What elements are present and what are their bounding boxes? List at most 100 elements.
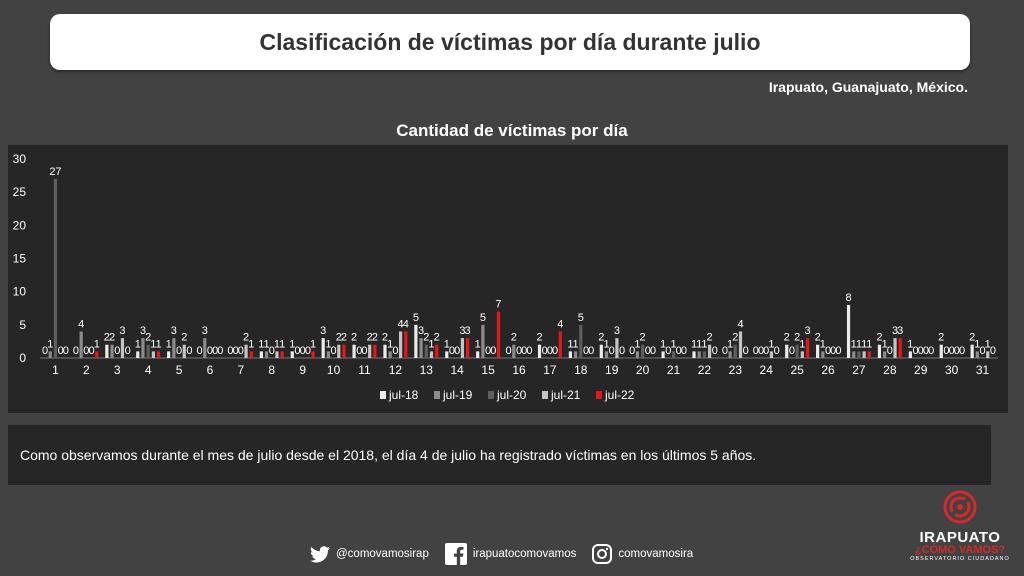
- data-label: 0: [227, 345, 233, 357]
- data-label: 0: [954, 345, 960, 357]
- data-label: 8: [845, 292, 851, 304]
- bar-jul-22: [249, 351, 253, 358]
- x-tick-label: 11: [358, 363, 371, 377]
- y-tick-label: 10: [13, 285, 27, 299]
- bar-jul-22: [496, 311, 501, 358]
- data-label: 0: [449, 345, 455, 357]
- x-tick-label: 10: [327, 363, 341, 377]
- data-label: 0: [331, 345, 337, 357]
- bar-jul-19: [574, 351, 578, 358]
- data-label: 0: [763, 345, 769, 357]
- data-label: 1: [701, 338, 707, 350]
- page-title: Clasificación de víctimas por día durant…: [259, 28, 761, 55]
- twitter-link[interactable]: @comovamosirap: [310, 545, 429, 563]
- data-label: 1: [660, 338, 666, 350]
- data-label: 0: [609, 345, 615, 357]
- bar-jul-20: [579, 324, 583, 358]
- x-tick-label: 21: [667, 363, 681, 377]
- data-label: 1: [974, 338, 980, 350]
- x-tick-label: 19: [605, 363, 619, 377]
- bar-jul-19: [481, 324, 485, 358]
- facebook-icon: [444, 543, 467, 565]
- data-label: 1: [603, 338, 609, 350]
- data-label: 5: [578, 312, 584, 324]
- x-tick-label: 15: [481, 363, 495, 377]
- data-label: 3: [465, 325, 471, 337]
- bar-jul-19: [48, 351, 52, 358]
- data-label: 0: [712, 345, 718, 357]
- bar-jul-21: [738, 331, 743, 358]
- bar-jul-21: [429, 351, 434, 358]
- legend-label: jul-19: [442, 388, 473, 402]
- data-label: 0: [58, 345, 64, 357]
- bar-jul-22: [898, 338, 902, 358]
- data-label: 1: [47, 338, 53, 350]
- bar-jul-21: [151, 351, 155, 358]
- bar-jul-19: [172, 338, 176, 358]
- title-banner: Clasificación de víctimas por día durant…: [50, 14, 970, 70]
- x-tick-label: 12: [389, 363, 403, 377]
- data-label: 2: [969, 332, 975, 344]
- x-tick-label: 8: [268, 363, 275, 377]
- chart-panel: 0 5 10 15 20 25 30 1 0 1 27 0 0 2 0 4 0 0 1 3 2 2 0 3 0 4 1 3 2 1 1 5 1 3…: [8, 145, 1008, 413]
- bar-jul-20: [146, 344, 150, 358]
- data-label: 0: [949, 345, 955, 357]
- data-label: 0: [758, 345, 764, 357]
- bar-jul-20: [857, 351, 861, 358]
- data-label: 1: [634, 338, 640, 350]
- data-label: 2: [109, 332, 115, 344]
- data-label: 0: [88, 345, 94, 357]
- bar-jul-22: [435, 344, 439, 358]
- bar-jul-20: [671, 351, 676, 358]
- data-label: 2: [640, 332, 646, 344]
- data-label: 0: [526, 345, 532, 357]
- data-label: 4: [737, 318, 743, 330]
- data-label: 1: [248, 338, 254, 350]
- data-label: 1: [799, 338, 805, 350]
- bar-jul-22: [373, 344, 377, 358]
- data-label: 1: [444, 338, 450, 350]
- instagram-link[interactable]: comovamosira: [592, 544, 693, 564]
- data-label: 7: [495, 299, 501, 311]
- data-label: 2: [367, 332, 373, 344]
- bar-jul-18: [568, 351, 573, 358]
- instagram-handle: comovamosira: [618, 548, 694, 560]
- data-label: 2: [536, 332, 542, 344]
- x-tick-label: 20: [636, 363, 650, 377]
- data-label: 0: [990, 345, 996, 357]
- data-label: 0: [125, 345, 131, 357]
- data-label: 1: [691, 338, 697, 350]
- data-label: 1: [907, 338, 913, 350]
- social-links: @comovamosirap irapuatocomovamos comovam…: [310, 540, 709, 568]
- x-tick-label: 17: [543, 363, 557, 377]
- data-label: 0: [197, 345, 203, 357]
- data-label: 2: [341, 332, 347, 344]
- data-label: 1: [567, 338, 573, 350]
- data-label: 0: [294, 345, 300, 357]
- data-label: 2: [598, 332, 604, 344]
- facebook-link[interactable]: irapuatocomovamos: [444, 543, 576, 565]
- data-label: 0: [233, 345, 239, 357]
- data-label: 2: [815, 332, 821, 344]
- data-label: 0: [722, 345, 728, 357]
- data-label: 3: [320, 325, 326, 337]
- data-label: 0: [361, 345, 367, 357]
- bar-jul-19: [203, 338, 207, 358]
- data-label: 0: [238, 345, 244, 357]
- bar-jul-21: [120, 338, 125, 358]
- data-label: 5: [480, 312, 486, 324]
- data-label: 0: [516, 345, 522, 357]
- bar-jul-21: [368, 344, 372, 358]
- y-tick-label: 25: [13, 185, 27, 199]
- legend-swatch-jul-22: [596, 391, 602, 399]
- data-label: 0: [912, 345, 918, 357]
- x-tick-label: 26: [821, 363, 835, 377]
- bar-jul-22: [465, 338, 470, 358]
- data-label: 0: [943, 345, 949, 357]
- twitter-handle: @comovamosirap: [336, 548, 429, 560]
- bar-jul-22: [404, 331, 408, 358]
- bar-jul-22: [867, 351, 871, 358]
- x-tick-label: 18: [574, 363, 588, 377]
- data-label: 2: [732, 332, 738, 344]
- bar-jul-19: [728, 351, 732, 358]
